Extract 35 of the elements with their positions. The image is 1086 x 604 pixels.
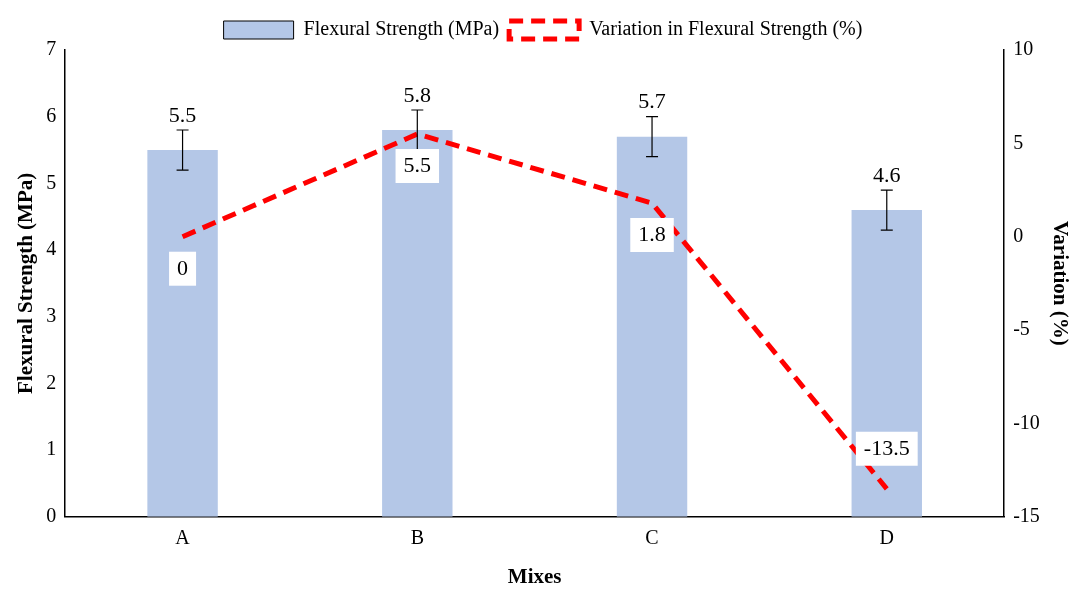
x-tick-label: D: [879, 526, 894, 549]
legend-label: Variation in Flexural Strength (%): [589, 17, 863, 41]
y-tick-label: 0: [46, 504, 57, 527]
data-label: 1.8: [638, 220, 666, 246]
bar: [382, 130, 453, 517]
legend-label: Flexural Strength (MPa): [303, 17, 500, 41]
y-tick-label: 1: [46, 437, 57, 460]
y-axis-title: Flexural Strength (MPa): [13, 172, 38, 395]
y-tick-label: 3: [46, 303, 57, 326]
y-tick-label: 4: [46, 237, 57, 260]
data-label: 5.5: [168, 101, 197, 127]
bar: [616, 136, 688, 517]
data-label: 4.6: [873, 161, 901, 187]
y2-axis-title: Variation (%): [1048, 221, 1073, 346]
y2-tick-label: 10: [1013, 37, 1034, 60]
data-label: 5.8: [403, 81, 432, 107]
y2-tick-label: 5: [1013, 130, 1024, 153]
x-tick-label: A: [175, 526, 191, 549]
x-tick-label: C: [645, 526, 659, 549]
y-tick-label: 7: [46, 37, 57, 60]
data-label: 5.7: [638, 88, 666, 114]
x-tick-label: B: [410, 526, 424, 549]
y-tick-label: 5: [46, 170, 57, 193]
x-axis-title: Mixes: [507, 563, 562, 588]
y2-tick-label: 0: [1013, 223, 1024, 246]
y-tick-label: 6: [46, 103, 57, 126]
y2-tick-label: -15: [1013, 504, 1040, 527]
data-label: 5.5: [403, 151, 432, 177]
y-tick-label: 2: [46, 370, 57, 393]
bar: [851, 210, 922, 517]
data-label: -13.5: [863, 434, 910, 460]
bar: [147, 150, 218, 517]
data-label: 0: [177, 254, 189, 280]
y2-tick-label: -5: [1013, 317, 1030, 340]
y2-tick-label: -10: [1013, 410, 1040, 433]
